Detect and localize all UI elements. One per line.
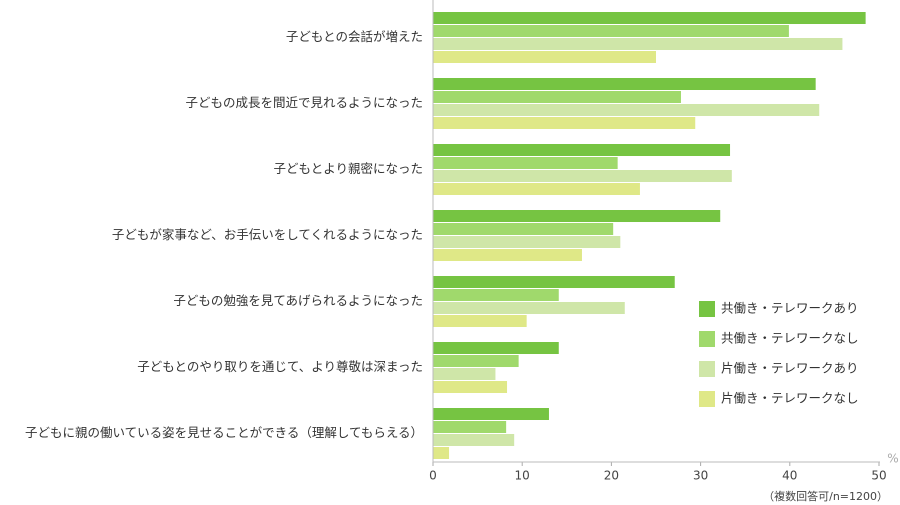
bar bbox=[433, 183, 640, 195]
bar bbox=[433, 408, 549, 420]
x-tick-label: 40 bbox=[782, 469, 797, 483]
legend-swatch bbox=[699, 391, 715, 407]
legend-swatch bbox=[699, 361, 715, 377]
category-label: 子どもの成長を間近で見れるようになった bbox=[185, 95, 423, 110]
bar bbox=[433, 170, 732, 182]
bar bbox=[433, 38, 843, 50]
category-label: 子どもに親の働いている姿を見せることができる（理解してもらえる） bbox=[25, 425, 423, 440]
bar bbox=[433, 51, 656, 63]
note: （複数回答可/n=1200） bbox=[763, 489, 888, 503]
x-tick-label: 20 bbox=[604, 469, 619, 483]
legend-label: 片働き・テレワークあり bbox=[721, 361, 859, 376]
bar bbox=[433, 315, 527, 327]
category-label: 子どもの勉強を見てあげられるようになった bbox=[173, 293, 423, 308]
bar bbox=[433, 157, 618, 169]
x-tick-label: 10 bbox=[515, 469, 530, 483]
bar bbox=[433, 421, 507, 433]
bar bbox=[433, 434, 515, 446]
bar bbox=[433, 368, 496, 380]
x-unit: % bbox=[887, 452, 898, 466]
legend-label: 片働き・テレワークなし bbox=[721, 391, 859, 406]
bar bbox=[433, 144, 731, 156]
legend-swatch bbox=[699, 331, 715, 347]
legend-label: 共働き・テレワークなし bbox=[721, 331, 859, 346]
bar bbox=[433, 104, 820, 116]
x-tick-label: 50 bbox=[871, 469, 886, 483]
bar bbox=[433, 381, 508, 393]
bar bbox=[433, 302, 625, 314]
category-label: 子どもが家事など、お手伝いをしてくれるようになった bbox=[112, 227, 423, 242]
category-label: 子どもとより親密になった bbox=[273, 161, 423, 176]
legend-swatch bbox=[699, 301, 715, 317]
x-tick-label: 0 bbox=[429, 469, 437, 483]
bar bbox=[433, 223, 614, 235]
bar bbox=[433, 236, 621, 248]
bar bbox=[433, 342, 559, 354]
bar bbox=[433, 25, 789, 37]
category-label: 子どもとのやり取りを通じて、より尊敬は深まった bbox=[137, 359, 423, 374]
bar bbox=[433, 355, 519, 367]
bar bbox=[433, 447, 450, 459]
bar bbox=[433, 289, 559, 301]
bar bbox=[433, 276, 675, 288]
legend-label: 共働き・テレワークあり bbox=[721, 301, 859, 316]
bar bbox=[433, 12, 866, 24]
bar bbox=[433, 249, 582, 261]
category-label: 子どもとの会話が増えた bbox=[286, 29, 423, 44]
bar bbox=[433, 78, 816, 90]
bar bbox=[433, 210, 721, 222]
bar bbox=[433, 117, 696, 129]
x-tick-label: 30 bbox=[693, 469, 708, 483]
bar bbox=[433, 91, 681, 103]
